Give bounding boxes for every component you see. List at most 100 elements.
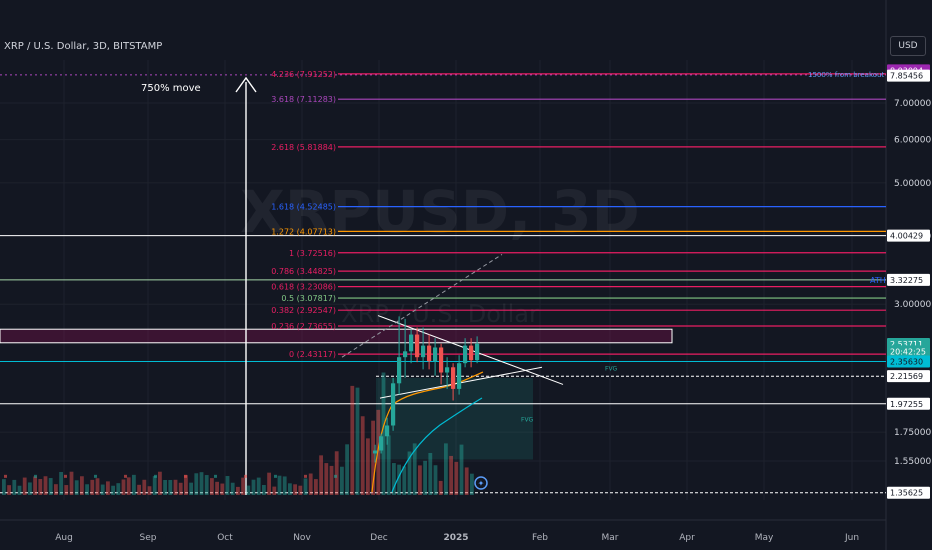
volume-bar <box>215 481 219 495</box>
volume-bar <box>319 455 323 495</box>
volume-bar <box>158 471 162 495</box>
volume-bar <box>288 483 292 495</box>
volume-bar <box>334 451 339 495</box>
price-label-box <box>887 273 930 286</box>
volume-bar <box>54 484 58 495</box>
volume-bar <box>189 482 193 495</box>
fvg-label-upper: FVG <box>605 365 618 372</box>
y-tick-label: 6.00000 <box>894 136 931 146</box>
volume-bar <box>194 473 199 495</box>
resistance-zone <box>0 328 673 344</box>
x-tick-label: Feb <box>532 533 548 543</box>
volume-bar <box>298 485 303 495</box>
volume-bar <box>407 451 412 495</box>
volume-bar <box>308 473 313 495</box>
volume-bar <box>28 482 32 495</box>
volume-bar <box>350 385 355 495</box>
fib-level-label: 0.5 (3.07817) <box>281 294 336 303</box>
volume-bar <box>74 480 79 495</box>
move-arrow-head <box>235 76 257 93</box>
volume-bar <box>340 466 344 495</box>
price-label-text: 20:42:25 <box>890 347 926 356</box>
volume-bar <box>360 416 365 495</box>
volume-bar <box>43 476 48 495</box>
volume-bar <box>38 479 43 495</box>
volume-bar <box>199 472 204 495</box>
volume-bar <box>69 471 74 495</box>
volume-bar <box>246 485 251 495</box>
fib-level-label: 4.236 (7.91252) <box>271 70 336 79</box>
volume-bar <box>314 479 318 495</box>
volume-bar <box>392 463 396 495</box>
price-label-text: 7.85456 <box>890 72 923 81</box>
volume-bar <box>454 461 459 495</box>
candle-body <box>409 334 414 352</box>
volume-bar <box>85 484 89 495</box>
event-marker-glyph: ✦ <box>478 479 485 488</box>
fib-level-label: 0.618 (3.23086) <box>271 283 336 292</box>
volume-bar <box>132 474 136 495</box>
candle-body <box>421 345 426 358</box>
currency-button[interactable]: USD <box>890 36 926 56</box>
x-tick-label: May <box>755 533 774 543</box>
fib-level-label: 0 (2.43117) <box>289 350 336 359</box>
volume-bar <box>116 483 121 495</box>
breakout-label: 1500% from breakout <box>808 71 884 79</box>
volume-bar <box>178 482 183 495</box>
volume-bar <box>147 486 152 495</box>
volume-bar <box>12 479 17 495</box>
fib-level-label: 1.618 (4.52485) <box>271 203 336 212</box>
candle-body <box>385 425 390 437</box>
projection-line <box>341 253 503 358</box>
volume-bar <box>366 438 370 495</box>
volume-bar <box>17 485 22 495</box>
volume-bar <box>236 486 240 495</box>
volume-bar <box>345 444 349 495</box>
volume-bar <box>262 484 266 495</box>
volume-bar <box>324 463 329 495</box>
volume-bar <box>163 479 167 495</box>
y-tick-label: 1.55000 <box>894 457 931 467</box>
price-label-text: 2.35630 <box>890 358 923 367</box>
y-tick-label: 3.00000 <box>894 300 931 310</box>
price-label-box <box>887 345 930 358</box>
early-candle <box>184 474 187 478</box>
volume-bar <box>168 479 173 495</box>
volume-bar <box>126 477 131 495</box>
price-label-text: 1.97255 <box>890 400 923 409</box>
fib-level-label: 1.272 (4.07713) <box>271 227 336 236</box>
price-label-text: 2.21569 <box>890 372 923 381</box>
move-label: 750% move <box>141 83 201 94</box>
volume-bar <box>423 460 427 495</box>
volume-bar <box>7 485 11 495</box>
volume-bar <box>397 464 401 495</box>
volume-bar <box>230 482 235 495</box>
x-tick-label: Oct <box>217 533 233 543</box>
volume-bar <box>329 465 334 495</box>
volume-bar <box>355 387 360 495</box>
volume-bar <box>433 465 438 495</box>
price-label-box <box>887 69 930 82</box>
volume-bar <box>282 476 287 495</box>
volume-bar <box>464 467 469 495</box>
x-tick-label: Sep <box>140 533 157 543</box>
volume-bar <box>256 477 261 495</box>
x-tick-label: Dec <box>370 533 387 543</box>
volume-bar <box>412 443 417 495</box>
candle-body <box>463 345 468 364</box>
candle-body <box>457 363 462 389</box>
early-candle <box>304 474 307 478</box>
candle-body <box>475 343 480 361</box>
volume-bar <box>225 476 230 495</box>
watermark-symbol: XRPUSD, 3D <box>240 178 640 246</box>
candle-body <box>391 383 396 426</box>
early-candle <box>64 474 67 478</box>
volume-bar <box>111 485 115 495</box>
volume-bar <box>22 477 27 495</box>
volume-bar <box>438 480 443 495</box>
volume-bar <box>402 466 407 495</box>
early-candle <box>214 474 217 478</box>
y-tick-label: 7.00000 <box>894 99 931 109</box>
ath-label: ATH <box>870 276 886 285</box>
